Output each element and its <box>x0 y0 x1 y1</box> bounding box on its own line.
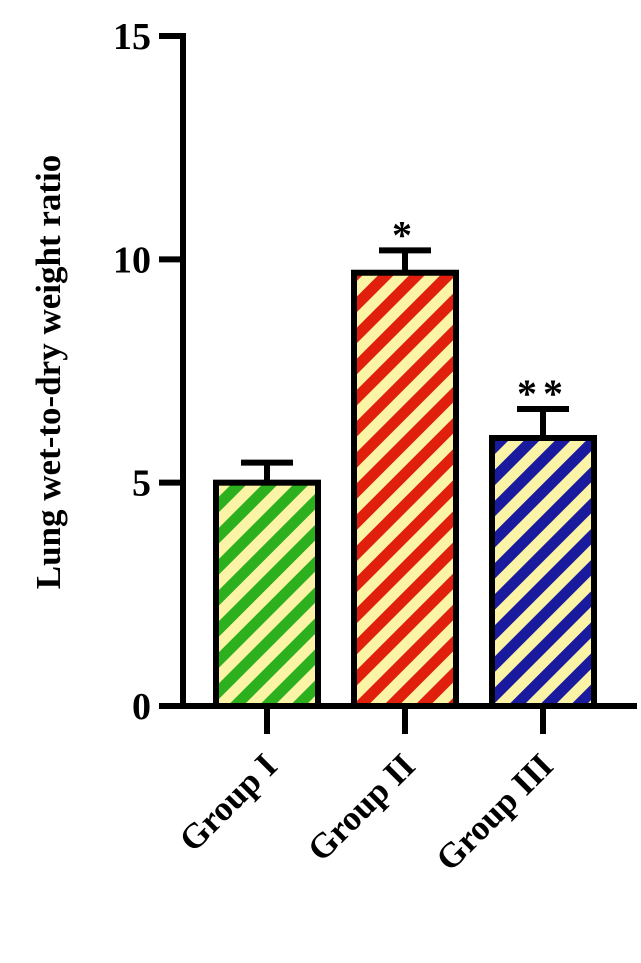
x-tick-label: Group I <box>172 746 285 859</box>
y-axis-label: Lung wet-to-dry weight ratio <box>29 155 68 590</box>
bar <box>489 435 597 709</box>
bar <box>213 479 321 709</box>
bar <box>351 269 459 709</box>
x-tick-label: Group III <box>428 746 560 878</box>
y-tick-label: 15 <box>113 16 151 58</box>
significance-label: ** <box>517 371 569 416</box>
y-tick-label: 10 <box>113 239 151 281</box>
x-tick-label: Group II <box>300 746 423 869</box>
y-tick-label: 5 <box>132 463 151 505</box>
significance-label: * <box>392 212 418 257</box>
y-tick-label: 0 <box>132 686 151 728</box>
